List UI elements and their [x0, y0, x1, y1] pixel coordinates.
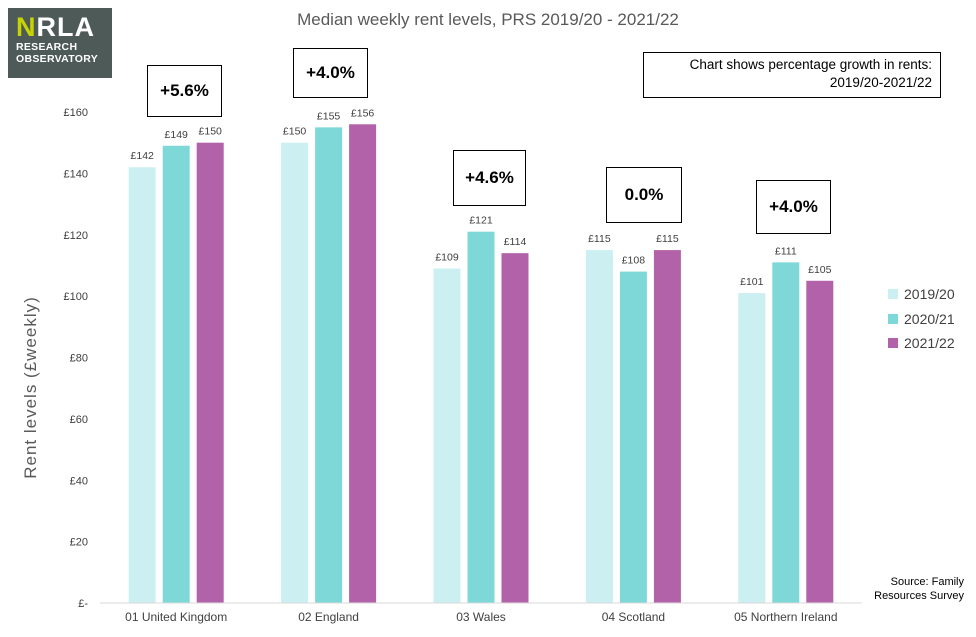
bar-2019-20-05-northern-ireland	[738, 293, 766, 603]
y-tick-label: £60	[70, 414, 88, 426]
growth-annotation-england: +4.0%	[293, 48, 368, 98]
data-label: £115	[656, 233, 679, 245]
data-label: £111	[775, 245, 797, 257]
y-tick-label: £120	[64, 230, 88, 242]
legend-item-2019-20: 2019/20	[888, 282, 955, 307]
bar-2021-22-02-england	[349, 124, 377, 604]
bar-2021-22-05-northern-ireland	[806, 280, 834, 603]
y-tick-label: £40	[70, 475, 88, 487]
bar-2020-21-05-northern-ireland	[772, 262, 800, 603]
growth-annotation-scotland: 0.0%	[606, 167, 682, 223]
source-note: Source: Family Resources Survey	[874, 575, 964, 603]
x-tick-label: 05 Northern Ireland	[734, 610, 837, 624]
y-tick-label: £80	[70, 353, 88, 365]
data-label: £114	[504, 236, 527, 248]
legend-item-2021-22: 2021/22	[888, 331, 955, 356]
y-axis-title: Rent levels (£weekly)	[21, 296, 40, 479]
data-label: £156	[351, 107, 375, 119]
data-label: £149	[165, 129, 189, 141]
y-tick-label: £100	[64, 291, 88, 303]
data-label: £142	[131, 150, 155, 162]
nrla-logo: NRLA RESEARCH OBSERVATORY	[8, 8, 112, 78]
chart-title: Median weekly rent levels, PRS 2019/20 -…	[297, 10, 679, 29]
data-label: £150	[283, 126, 307, 138]
data-label: £155	[317, 110, 341, 122]
bar-2019-20-04-scotland	[585, 250, 613, 603]
logo-wordmark: NRLA	[16, 12, 95, 42]
bar-2019-20-03-wales	[433, 268, 461, 603]
source-line1: Source: Family	[890, 576, 964, 588]
data-label: £108	[622, 255, 646, 267]
legend-swatch-2019-20	[888, 289, 898, 300]
growth-note-line2: 2019/20-2021/22	[829, 75, 932, 90]
x-tick-label: 03 Wales	[456, 610, 506, 624]
bar-2020-21-03-wales	[467, 231, 495, 603]
legend-label-2021-22: 2021/22	[904, 335, 955, 352]
legend-item-2020-21: 2020/21	[888, 307, 955, 332]
data-label: £150	[199, 126, 223, 138]
data-label: £101	[740, 276, 764, 288]
data-label: £105	[808, 264, 832, 276]
legend-swatch-2021-22	[888, 338, 898, 349]
x-tick-label: 01 United Kingdom	[125, 610, 227, 624]
legend: 2019/20 2020/21 2021/22	[888, 282, 955, 356]
y-tick-label: £140	[64, 168, 88, 180]
bar-2020-21-04-scotland	[619, 271, 647, 603]
growth-annotation-wales: +4.6%	[453, 150, 526, 206]
growth-annotation-northern-ireland: +4.0%	[756, 180, 831, 234]
bar-2020-21-01-united-kingdom	[162, 145, 190, 603]
growth-note-box: Chart shows percentage growth in rents: …	[643, 52, 941, 98]
legend-label-2020-21: 2020/21	[904, 310, 955, 327]
y-tick-label: £160	[64, 107, 88, 119]
bar-2019-20-02-england	[281, 142, 309, 603]
x-tick-label: 04 Scotland	[602, 610, 665, 624]
y-tick-label: £-	[78, 598, 88, 610]
growth-note-line1: Chart shows percentage growth in rents:	[689, 57, 932, 72]
bar-2020-21-02-england	[315, 127, 343, 603]
legend-swatch-2020-21	[888, 313, 898, 324]
y-tick-label: £20	[70, 537, 88, 549]
bar-2021-22-01-united-kingdom	[196, 142, 224, 603]
source-line2: Resources Survey	[874, 590, 964, 602]
bar-2021-22-03-wales	[501, 253, 529, 603]
legend-label-2019-20: 2019/20	[904, 286, 955, 303]
data-label: £121	[469, 215, 493, 227]
data-label: £115	[588, 233, 611, 245]
logo-line-research: RESEARCH	[16, 41, 78, 53]
growth-annotation-uk: +5.6%	[147, 65, 222, 117]
logo-line-observatory: OBSERVATORY	[16, 53, 99, 65]
bar-2021-22-04-scotland	[653, 250, 681, 603]
data-label: £109	[435, 252, 459, 264]
bar-2019-20-01-united-kingdom	[128, 167, 156, 604]
x-tick-label: 02 England	[298, 610, 359, 624]
